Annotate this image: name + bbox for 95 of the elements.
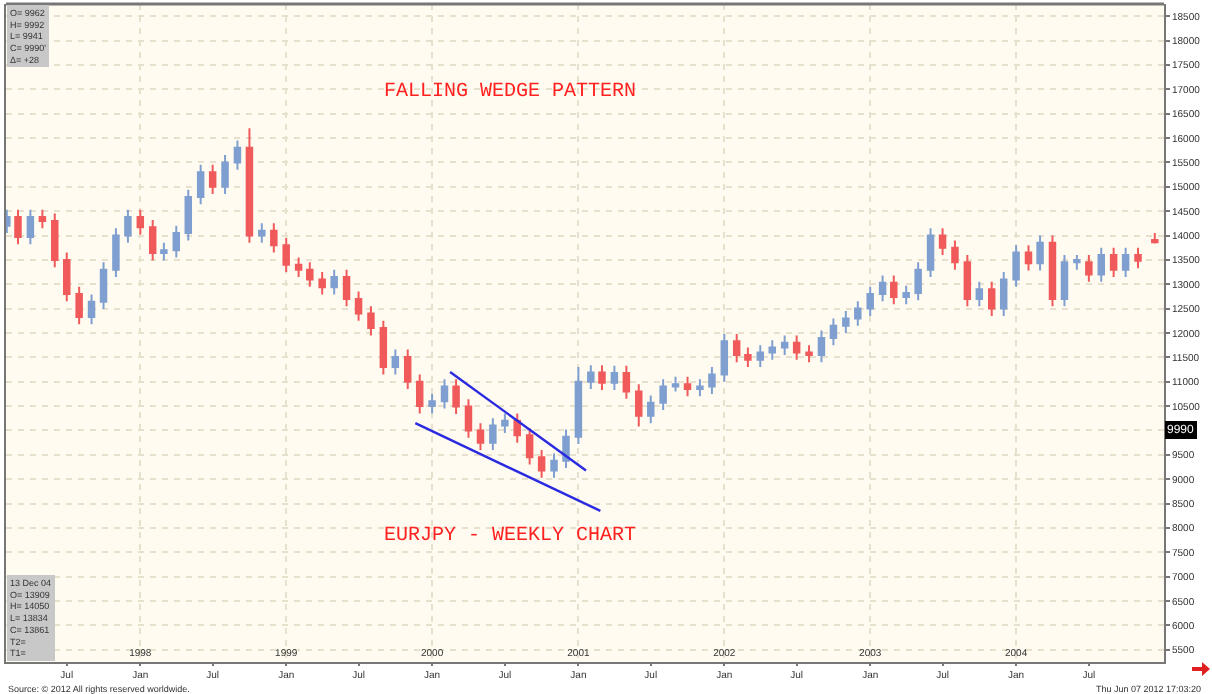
candlestick <box>720 332 729 383</box>
candlestick <box>756 344 765 369</box>
candlestick <box>318 271 326 296</box>
candlestick <box>914 261 922 302</box>
candlestick <box>866 285 874 317</box>
candlestick <box>598 364 606 392</box>
candlestick <box>14 208 22 246</box>
candlestick <box>1097 246 1105 283</box>
candlestick <box>902 284 910 306</box>
candlestick <box>878 274 887 303</box>
candlestick <box>1036 234 1044 272</box>
candlestick <box>1024 244 1033 272</box>
candlestick <box>574 366 583 446</box>
candlestick <box>415 373 424 415</box>
candlestick <box>354 290 363 322</box>
candlestick <box>792 334 801 361</box>
candlestick <box>999 271 1008 317</box>
candlestick <box>1048 234 1057 308</box>
candlestick <box>440 378 449 410</box>
candlestick <box>1073 254 1081 271</box>
candlestick <box>112 227 120 278</box>
candlestick <box>537 448 546 479</box>
candlestick <box>1151 232 1159 245</box>
candlestick <box>63 251 71 303</box>
candlestick <box>282 236 290 274</box>
candlestick <box>391 348 400 376</box>
candlestick <box>1109 246 1118 278</box>
candlestick <box>306 261 314 288</box>
candlestick <box>671 375 680 393</box>
candlestick <box>587 364 595 391</box>
candlestick <box>51 212 59 269</box>
candlestick <box>744 346 752 369</box>
candlestick <box>208 163 217 196</box>
candlestick <box>26 208 35 246</box>
candlestick <box>708 366 716 395</box>
annotation: EURJPY - WEEKLY CHART <box>384 526 637 548</box>
candlestick <box>768 339 777 361</box>
candlestick <box>501 412 509 434</box>
candlestick <box>196 163 205 206</box>
annotation: FALLING WEDGE PATTERN <box>384 82 637 104</box>
candlestick <box>622 364 631 400</box>
candlestick <box>562 428 570 470</box>
candlestick <box>938 227 947 257</box>
candlestick <box>270 222 278 254</box>
candlestick <box>233 139 242 171</box>
candlestick <box>817 329 826 364</box>
candlestick <box>659 378 667 412</box>
candlestick <box>647 394 655 425</box>
candlestick <box>550 452 558 479</box>
candlestick <box>172 224 181 259</box>
candlestick <box>464 398 473 439</box>
candlestick <box>75 285 83 326</box>
candlestick <box>610 364 619 392</box>
candlestick <box>330 268 338 296</box>
candlestick <box>184 188 193 242</box>
candlestick <box>805 344 813 364</box>
candlestick <box>245 127 254 244</box>
candlestick <box>99 261 108 311</box>
candlestick <box>452 378 460 415</box>
candlestick <box>890 274 898 306</box>
candlestick <box>403 348 412 391</box>
candlestick <box>367 305 375 337</box>
candlestick <box>1012 244 1020 288</box>
candlestick <box>38 208 47 230</box>
candlestick <box>963 254 972 308</box>
candlestick <box>987 280 996 317</box>
candlestick <box>1085 254 1093 283</box>
candlestick <box>428 392 436 415</box>
candlestick <box>926 227 935 278</box>
candlestick <box>829 317 838 347</box>
candlestick <box>87 293 96 326</box>
candlestick <box>842 310 850 334</box>
candlestick <box>854 300 862 327</box>
candlestick <box>732 332 741 364</box>
candlestick <box>975 280 984 308</box>
candlestick <box>342 268 351 308</box>
candlestick <box>148 218 157 262</box>
candlestick <box>1134 246 1142 270</box>
candlestick <box>951 239 959 271</box>
candlestick <box>635 383 643 428</box>
candlestick <box>258 222 266 244</box>
candlestick <box>683 375 692 398</box>
candlestick <box>780 334 789 356</box>
candlestick <box>1121 246 1130 278</box>
candlestick <box>489 417 497 451</box>
candlestick <box>221 154 229 196</box>
candlestick <box>1060 254 1069 308</box>
candlestick <box>476 422 485 451</box>
candlestick <box>525 427 534 466</box>
candlestick <box>294 256 303 278</box>
candlestick <box>124 208 132 244</box>
candlestick <box>696 378 704 398</box>
candlestick <box>379 319 388 376</box>
candlestick <box>160 241 168 262</box>
candlestick <box>136 208 145 236</box>
